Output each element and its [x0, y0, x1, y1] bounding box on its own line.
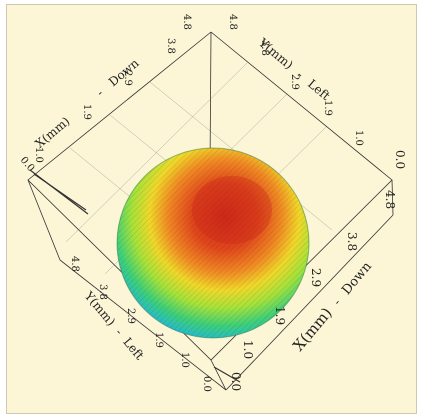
tick-y-upper-0: 1.0	[353, 130, 364, 146]
tick-x-lower-3: 3.8	[345, 232, 359, 251]
tick-y-lower-1: 1.9	[153, 332, 164, 348]
tick-x-upper-3: 3.8	[165, 38, 176, 54]
edge-trace	[29, 169, 241, 383]
tick-x-lower-4: 4.8	[383, 190, 397, 209]
axis-sep-y-lower: -	[113, 326, 126, 338]
tick-x-lower-0: 1.0	[241, 340, 255, 359]
axis-direction-y-lower: Left	[120, 335, 146, 363]
tick-x-upper-1: 1.9	[81, 104, 92, 120]
tick-x-lower-1: 1.9	[273, 306, 287, 325]
tick-x-upper-4: 4.8	[181, 14, 192, 30]
tick-y-upper-2: 2.9	[289, 74, 300, 90]
tick-y-upper-4: 4.8	[227, 14, 238, 30]
tick-y-lower-3: 3.8	[97, 284, 108, 300]
tick-y-lower-4: 4.8	[69, 256, 80, 272]
ticks-y-upper: 4.8 3.8 2.9 1.9 1.0	[227, 14, 364, 146]
tick-x-lower-origin: 0.0	[229, 372, 243, 391]
tick-x-lower-zero: 0.0	[393, 150, 407, 169]
axis-sep-x-lower: -	[330, 296, 343, 308]
axis-title-x-upper: X(mm)	[32, 114, 72, 151]
tick-x-lower-2: 2.9	[309, 268, 323, 287]
tick-x-upper-2: 2.9	[122, 70, 133, 86]
ticks-x-upper: 1.0 1.9 2.9 3.8 4.8	[33, 14, 192, 163]
axis-direction-x-lower: Down	[339, 259, 375, 298]
axis-title-x-lower: X(mm)	[289, 304, 335, 355]
ticks-y-lower: 4.8 3.8 2.9 1.9 1.0 0.0	[69, 256, 212, 392]
surface-dome	[116, 147, 310, 339]
axis-sep-x-upper: -	[94, 86, 106, 99]
ticks-x-lower: 0.0 4.8 3.8 2.9 1.9 1.0 0.0	[229, 150, 407, 391]
tick-y-upper-3: 3.8	[259, 40, 270, 56]
tick-y-lower-2: 2.9	[125, 308, 136, 324]
tick-x-upper-0: 1.0	[33, 147, 44, 163]
axis-box	[27, 31, 394, 391]
tick-y-lower-0: 1.0	[179, 352, 190, 368]
tick-y-upper-1: 1.9	[322, 100, 333, 116]
tick-y-lower-zero: 0.0	[201, 376, 212, 392]
